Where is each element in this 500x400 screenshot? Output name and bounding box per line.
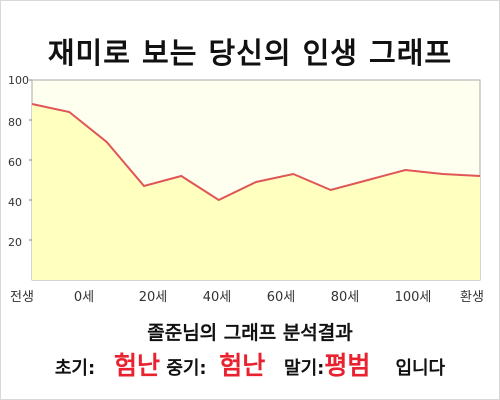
- analysis-result: 초기: 험난 중기: 험난 말기:평범 입니다: [0, 346, 500, 382]
- x-tick-label: 100세: [395, 290, 432, 305]
- x-tick-label: 환생: [460, 290, 484, 305]
- x-tick-label: 0세: [74, 290, 94, 305]
- series-line: [31, 103, 481, 202]
- early-label: 초기:: [54, 358, 96, 379]
- y-tick-label: 80: [8, 116, 22, 129]
- y-tick-label: 100: [8, 74, 29, 87]
- x-tick-label: 80세: [331, 290, 360, 305]
- result-suffix: 입니다: [395, 358, 446, 379]
- chart-title: 재미로 보는 당신의 인생 그래프: [47, 36, 453, 70]
- early-value: 험난: [114, 351, 161, 380]
- middle-label: 중기:: [166, 358, 207, 379]
- y-tick-label: 60: [8, 156, 22, 169]
- y-tick-label: 20: [8, 236, 22, 249]
- x-tick-label: 40세: [203, 290, 232, 305]
- late-label: 말기:: [284, 358, 325, 379]
- analysis-subtitle: 졸준님의 그래프 분석결과: [147, 322, 353, 344]
- late-value: 평범: [324, 351, 371, 380]
- x-axis: 전생 0세 20세 40세 60세 80세 100세 환생: [10, 290, 484, 305]
- middle-value: 험난: [219, 351, 266, 380]
- x-tick-label: 60세: [267, 290, 296, 305]
- y-tick-label: 40: [8, 196, 22, 209]
- y-axis: 20 40 60 80 100: [8, 74, 32, 249]
- x-tick-label: 전생: [10, 290, 34, 305]
- x-tick-label: 20세: [139, 290, 168, 305]
- area-fill: [32, 104, 480, 280]
